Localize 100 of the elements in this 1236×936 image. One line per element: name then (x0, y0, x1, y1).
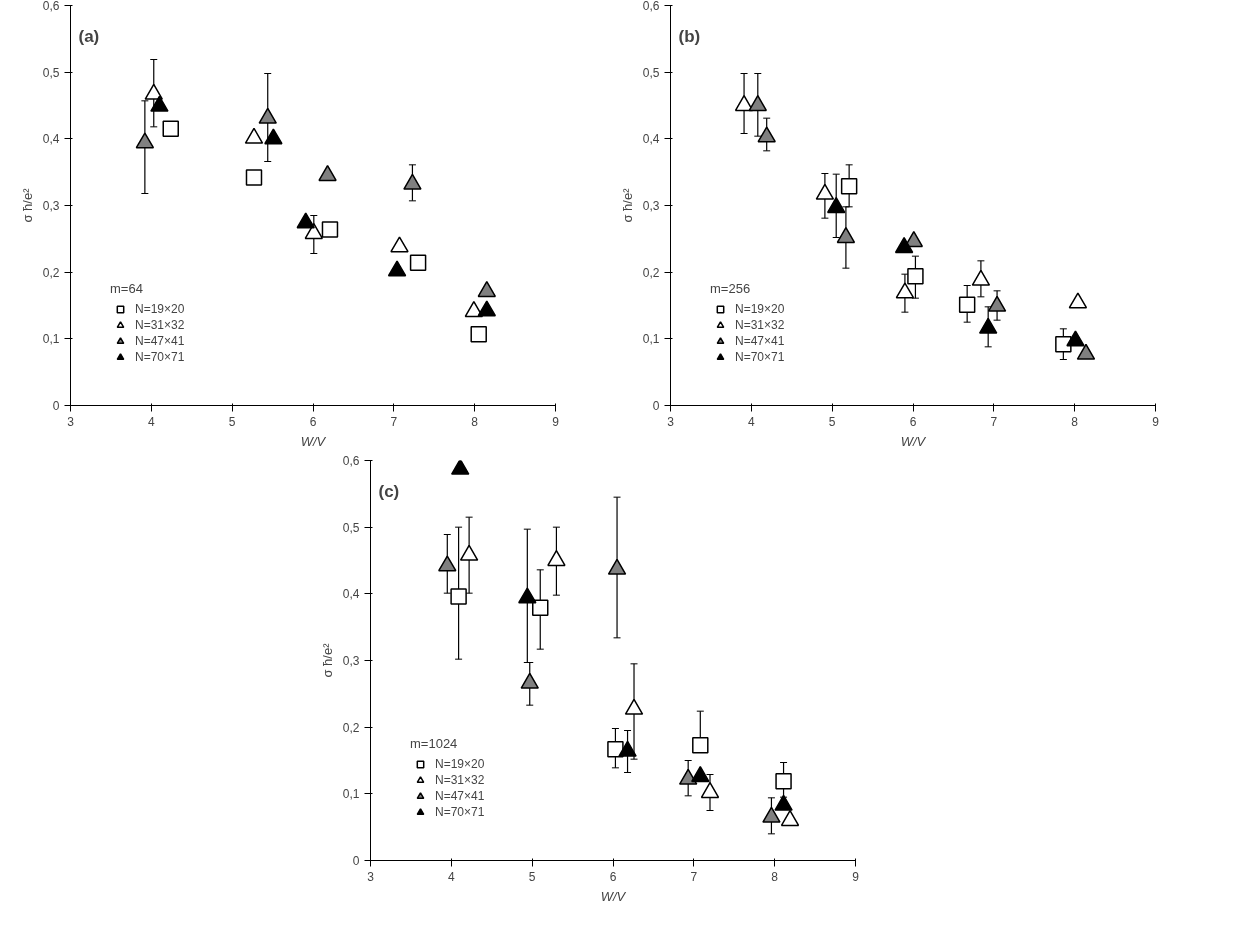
x-tick-label: 6 (609, 869, 617, 884)
y-tick-label: 0 (352, 854, 360, 868)
y-tick-label: 0,2 (42, 265, 60, 280)
point (618, 740, 637, 757)
legend-label: N=31×32 (735, 317, 785, 333)
point (296, 212, 315, 229)
point (144, 83, 164, 100)
point (678, 768, 698, 785)
y-tick-label: 0,4 (342, 587, 360, 602)
legend-label: N=19×20 (435, 756, 485, 772)
x-tick-label: 7 (990, 414, 998, 429)
legend-title: m=64 (110, 281, 144, 296)
x-tick-label: 4 (748, 414, 755, 429)
point (904, 230, 924, 248)
point (1066, 330, 1085, 347)
legend-label: N=19×20 (135, 301, 185, 317)
y-tick-label: 0,1 (342, 787, 360, 802)
point (815, 183, 835, 200)
point (774, 794, 793, 811)
point (762, 806, 781, 823)
point (691, 765, 710, 783)
point (150, 95, 169, 112)
y-axis-title: σ ħ/e² (19, 187, 35, 223)
legend-label: N=70×71 (735, 349, 785, 365)
point (757, 126, 776, 143)
text: (a) (78, 26, 100, 46)
x-tick-label: 4 (448, 869, 455, 884)
legend-label: N=47×41 (135, 333, 185, 349)
y-tick-label: 0,6 (642, 0, 660, 13)
x-tick-label: 8 (771, 869, 779, 884)
y-tick-label: 0,6 (42, 0, 60, 13)
point (971, 269, 991, 286)
legend-label: N=47×41 (435, 788, 485, 804)
x-tick-label: 7 (390, 414, 398, 429)
point (520, 672, 539, 689)
point (244, 127, 264, 144)
y-tick-label: 0,1 (642, 332, 660, 347)
point (1076, 343, 1096, 360)
legend-title: m=256 (710, 281, 752, 296)
x-tick-label: 8 (1071, 414, 1079, 429)
point (836, 226, 856, 244)
point (607, 558, 627, 575)
x-tick-label: 5 (228, 414, 236, 429)
point (895, 282, 915, 299)
legend-label: N=19×20 (735, 301, 785, 317)
x-tick-label: 9 (1152, 414, 1160, 429)
point (547, 549, 566, 567)
y-tick-label: 0,4 (42, 132, 60, 147)
y-tick-label: 0,1 (42, 332, 60, 347)
point (403, 173, 422, 190)
point (624, 698, 644, 715)
x-tick-label: 8 (471, 414, 479, 429)
point (978, 317, 998, 334)
x-tick-label: 9 (852, 869, 860, 884)
x-tick-label: 6 (909, 414, 917, 429)
y-tick-label: 0,3 (342, 654, 360, 668)
point (477, 280, 497, 298)
y-tick-label: 0,5 (642, 65, 660, 80)
point (1068, 292, 1088, 309)
x-tick-label: 3 (367, 869, 375, 884)
point (464, 300, 484, 318)
x-axis-title: W/V (300, 433, 327, 449)
y-tick-label: 0 (652, 399, 660, 413)
legend-label: N=47×41 (735, 333, 785, 349)
y-tick-label: 0,5 (42, 65, 60, 80)
point (987, 295, 1007, 312)
x-tick-label: 5 (828, 414, 836, 429)
point (450, 460, 470, 475)
x-tick-label: 4 (148, 414, 155, 429)
y-tick-label: 0,3 (42, 199, 60, 213)
point (734, 94, 754, 112)
point (700, 781, 720, 799)
legend-label: N=31×32 (135, 317, 185, 333)
point (518, 587, 537, 604)
point (459, 544, 479, 561)
y-tick-label: 0,6 (342, 454, 360, 468)
point (135, 132, 155, 149)
text: (b) (678, 26, 701, 46)
x-axis-title: W/V (900, 433, 927, 449)
point (264, 128, 283, 145)
y-tick-label: 0,5 (342, 520, 360, 535)
x-tick-label: 3 (67, 414, 75, 429)
point (826, 196, 846, 214)
y-tick-label: 0,2 (342, 720, 360, 735)
point (390, 236, 409, 253)
y-tick-label: 0,2 (642, 265, 660, 280)
point (387, 260, 407, 277)
point (748, 94, 768, 112)
point (438, 555, 457, 572)
legend-label: N=31×32 (435, 772, 485, 788)
x-tick-label: 6 (309, 414, 317, 429)
legend-label: N=70×71 (135, 349, 185, 365)
point (894, 236, 914, 254)
x-tick-label: 7 (690, 869, 698, 884)
y-tick-label: 0,4 (642, 132, 660, 147)
point (304, 222, 324, 240)
x-axis-title: W/V (600, 888, 627, 904)
x-tick-label: 9 (552, 414, 560, 429)
y-axis-title: σ ħ/e² (619, 187, 635, 223)
legend-title: m=1024 (410, 736, 459, 751)
